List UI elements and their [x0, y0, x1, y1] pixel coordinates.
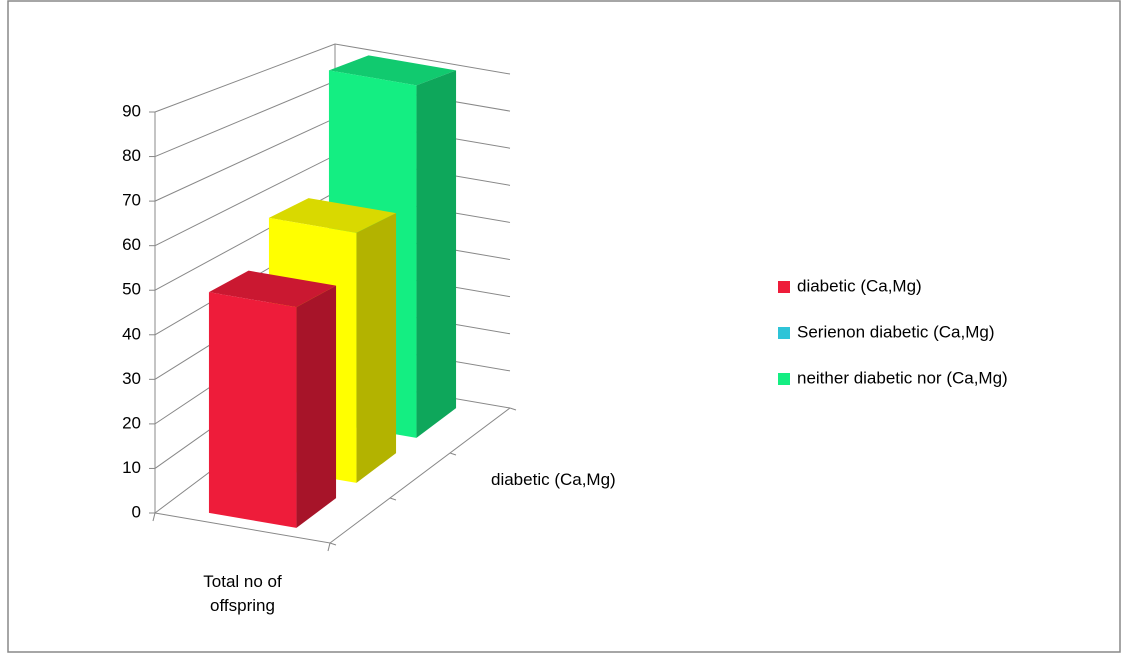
grid-line: [154, 43, 511, 113]
y-tick-label: 30: [122, 369, 141, 388]
legend: diabetic (Ca,Mg) Serienon diabetic (Ca,Mg…: [778, 276, 1008, 387]
legend-label: diabetic (Ca,Mg): [797, 276, 922, 295]
x-tick: [152, 512, 156, 522]
legend-swatch: [778, 327, 790, 339]
y-tick-label: 10: [122, 458, 141, 477]
bar-side: [356, 213, 397, 483]
y-tick-label: 50: [122, 280, 141, 299]
bar-top: [328, 55, 457, 86]
legend-label: Serienon diabetic (Ca,Mg): [797, 322, 994, 341]
bars: [208, 55, 457, 528]
bar-top: [208, 270, 337, 308]
bar: [208, 292, 297, 528]
bar-top: [268, 198, 397, 233]
x-tick: [327, 542, 331, 552]
x-tick-label: Total no of offspring: [203, 572, 282, 615]
depth-tick: [449, 452, 457, 456]
y-tick-label: 80: [122, 146, 141, 165]
bar-side: [416, 70, 457, 438]
y-tick-label: 70: [122, 191, 141, 210]
y-tick-label: 90: [122, 101, 141, 120]
depth-tick: [509, 407, 517, 411]
y-tick-label: 60: [122, 235, 141, 254]
legend-swatch: [778, 373, 790, 385]
legend-swatch: [778, 281, 790, 293]
depth-tick: [329, 542, 337, 546]
bar-side: [296, 285, 337, 528]
chart-frame: [7, 0, 1121, 653]
legend-label: neither diabetic nor (Ca,Mg): [797, 368, 1008, 387]
y-tick-label: 20: [122, 413, 141, 432]
depth-tick: [389, 497, 397, 501]
y-tick-label: 0: [132, 502, 141, 521]
y-tick-label: 40: [122, 324, 141, 343]
depth-label: diabetic (Ca,Mg): [491, 470, 616, 489]
